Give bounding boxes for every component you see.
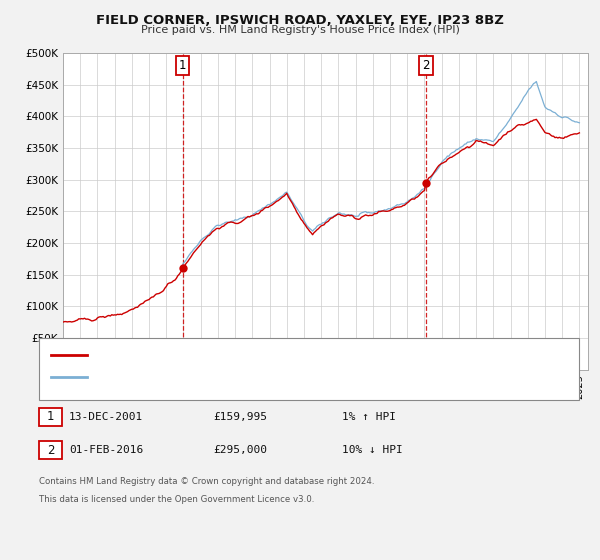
Text: 2: 2 [422, 59, 430, 72]
Text: HPI: Average price, detached house, Mid Suffolk: HPI: Average price, detached house, Mid … [93, 372, 344, 382]
Text: 1: 1 [179, 59, 187, 72]
Text: £159,995: £159,995 [213, 412, 267, 422]
Text: Price paid vs. HM Land Registry's House Price Index (HPI): Price paid vs. HM Land Registry's House … [140, 25, 460, 35]
Text: 1% ↑ HPI: 1% ↑ HPI [342, 412, 396, 422]
Text: FIELD CORNER, IPSWICH ROAD, YAXLEY, EYE, IP23 8BZ (detached house): FIELD CORNER, IPSWICH ROAD, YAXLEY, EYE,… [93, 350, 473, 360]
Text: 1: 1 [47, 410, 54, 423]
Text: 2: 2 [47, 444, 54, 456]
Text: 13-DEC-2001: 13-DEC-2001 [69, 412, 143, 422]
Text: Contains HM Land Registry data © Crown copyright and database right 2024.: Contains HM Land Registry data © Crown c… [39, 478, 374, 487]
Text: This data is licensed under the Open Government Licence v3.0.: This data is licensed under the Open Gov… [39, 496, 314, 505]
Text: FIELD CORNER, IPSWICH ROAD, YAXLEY, EYE, IP23 8BZ: FIELD CORNER, IPSWICH ROAD, YAXLEY, EYE,… [96, 14, 504, 27]
Text: £295,000: £295,000 [213, 445, 267, 455]
Text: 10% ↓ HPI: 10% ↓ HPI [342, 445, 403, 455]
Text: 01-FEB-2016: 01-FEB-2016 [69, 445, 143, 455]
